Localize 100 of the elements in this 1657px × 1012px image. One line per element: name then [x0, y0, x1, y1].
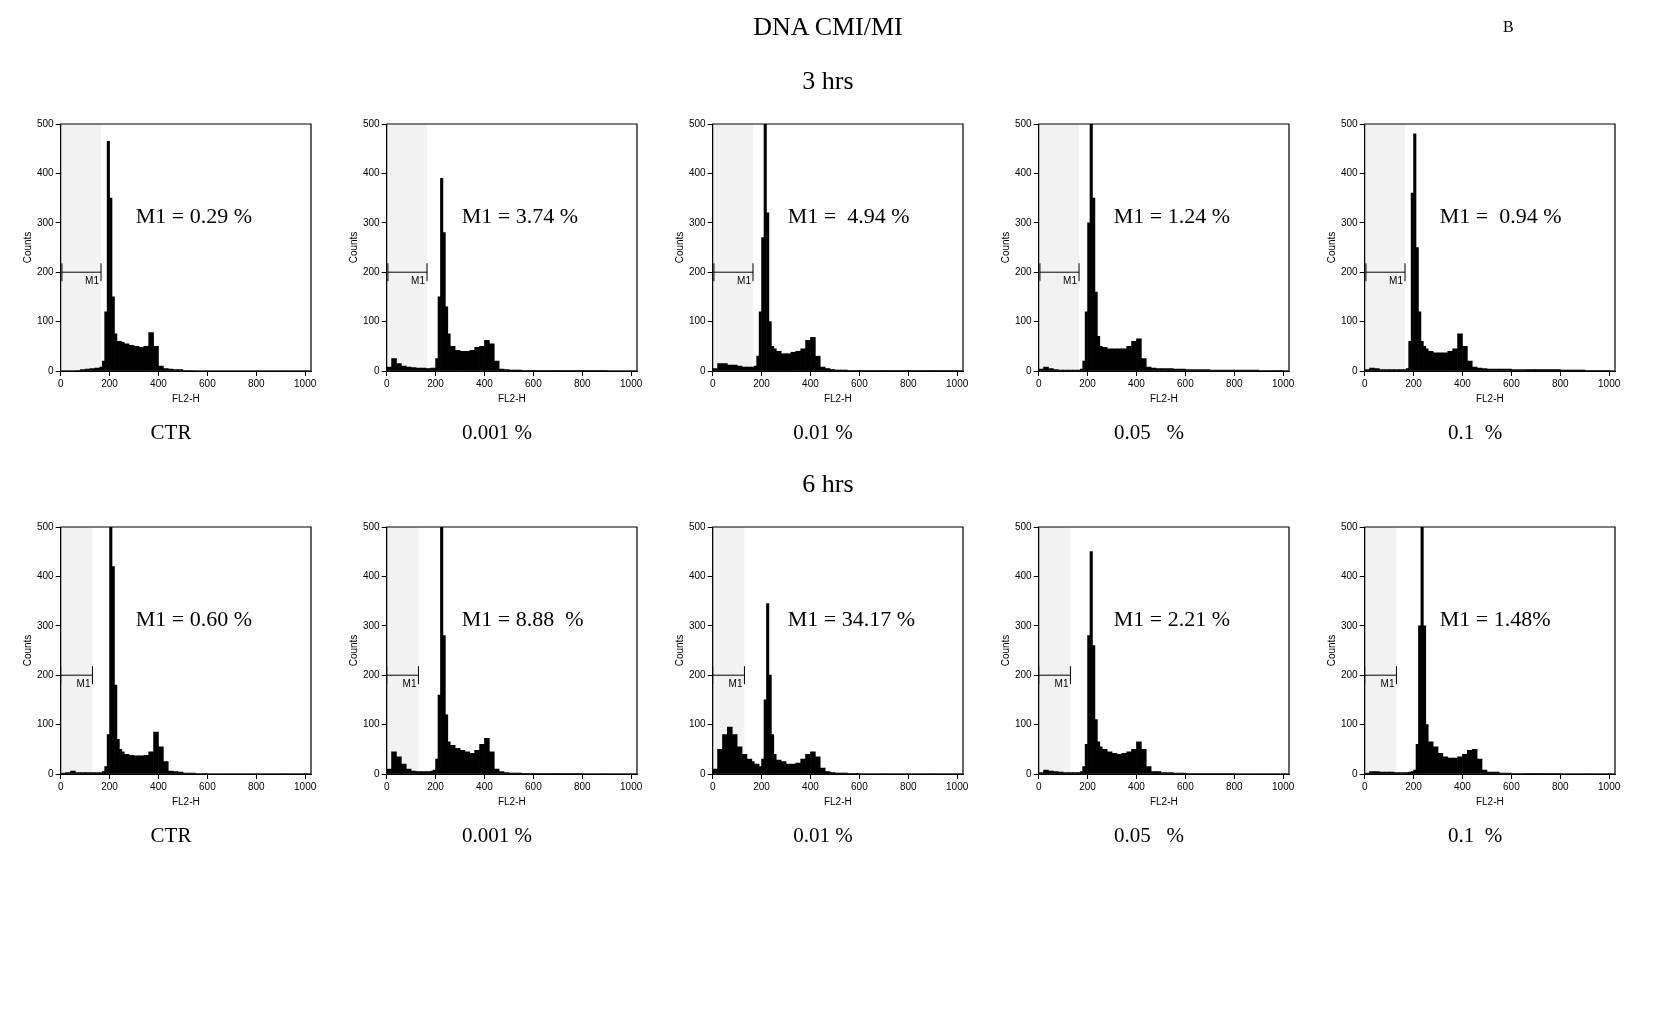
x-tick-label: 600 — [1503, 377, 1521, 389]
x-tick-label: 400 — [1128, 377, 1146, 389]
x-axis-title: FL2-H — [171, 392, 200, 404]
y-tick-label: 500 — [1015, 520, 1033, 532]
band-label: M1 — [1380, 677, 1395, 689]
x-tick-label: 1000 — [620, 780, 643, 792]
annotation: M1 = 8.88 % — [461, 605, 584, 631]
x-tick-label: 400 — [1454, 377, 1472, 389]
y-tick-label: 400 — [1341, 570, 1359, 582]
x-tick-label: 400 — [1454, 780, 1472, 792]
x-tick-label: 600 — [851, 377, 869, 389]
x-tick-label: 200 — [427, 780, 445, 792]
x-tick-label: 1000 — [1598, 780, 1621, 792]
y-tick-label: 200 — [363, 265, 381, 277]
y-axis-title: Counts — [673, 634, 685, 667]
x-tick-label: 0 — [57, 780, 64, 792]
y-tick-label: 100 — [689, 718, 707, 730]
y-tick-label: 500 — [1341, 520, 1359, 532]
band-label: M1 — [76, 677, 91, 689]
y-tick-label: 300 — [1015, 619, 1033, 631]
y-tick-label: 500 — [37, 520, 55, 532]
y-tick-label: 0 — [374, 364, 381, 376]
x-tick-label: 0 — [1361, 377, 1368, 389]
y-tick-label: 500 — [689, 520, 707, 532]
y-tick-label: 300 — [1341, 216, 1359, 228]
y-tick-label: 500 — [37, 117, 55, 129]
y-tick-label: 100 — [1341, 315, 1359, 327]
x-tick-label: 1000 — [946, 377, 969, 389]
x-tick-label: 200 — [427, 377, 445, 389]
y-tick-label: 300 — [1015, 216, 1033, 228]
x-tick-label: 1000 — [1598, 377, 1621, 389]
text: 0.001 % — [462, 823, 532, 848]
x-tick-label: 0 — [383, 780, 390, 792]
text: 3 hrs — [801, 66, 855, 96]
annotation: M1 = 2.21 % — [1113, 605, 1231, 631]
x-tick-label: 800 — [247, 780, 266, 792]
text: 0.1 % — [1447, 420, 1503, 445]
band-label: M1 — [1389, 274, 1404, 286]
x-tick-label: 800 — [1551, 377, 1570, 389]
y-axis-title: Counts — [999, 634, 1011, 667]
x-tick-label: 600 — [1177, 377, 1195, 389]
y-axis-title: Counts — [999, 231, 1011, 264]
y-tick-label: 500 — [1341, 117, 1359, 129]
x-tick-label: 1000 — [294, 377, 317, 389]
band-label: M1 — [737, 274, 752, 286]
y-tick-label: 500 — [1015, 117, 1033, 129]
annotation: M1 = 1.48% — [1439, 605, 1551, 631]
y-axis-title: Counts — [1325, 634, 1337, 667]
y-tick-label: 300 — [363, 216, 381, 228]
band-label: M1 — [1063, 274, 1078, 286]
band-label: M1 — [728, 677, 743, 689]
x-tick-label: 1000 — [620, 377, 643, 389]
x-tick-label: 200 — [1405, 377, 1423, 389]
x-tick-label: 200 — [753, 377, 771, 389]
text: 0.01 % — [793, 823, 853, 848]
x-axis-title: FL2-H — [497, 795, 526, 807]
y-tick-label: 400 — [689, 167, 707, 179]
y-tick-label: 200 — [1015, 265, 1033, 277]
x-tick-label: 200 — [1079, 780, 1097, 792]
text: DNA CMI/MI — [753, 12, 903, 41]
y-tick-label: 200 — [689, 668, 707, 680]
x-tick-label: 0 — [709, 780, 716, 792]
band-label: M1 — [1054, 677, 1069, 689]
x-axis-title: FL2-H — [1475, 795, 1504, 807]
x-tick-label: 800 — [899, 780, 918, 792]
x-tick-label: 600 — [525, 780, 543, 792]
annotation: M1 = 0.60 % — [135, 605, 253, 631]
x-tick-label: 600 — [525, 377, 543, 389]
y-tick-label: 400 — [1341, 167, 1359, 179]
y-tick-label: 400 — [37, 167, 55, 179]
y-tick-label: 400 — [689, 570, 707, 582]
y-tick-label: 100 — [37, 718, 55, 730]
text: CTR — [150, 420, 192, 445]
x-tick-label: 0 — [709, 377, 716, 389]
x-tick-label: 400 — [150, 780, 168, 792]
x-tick-label: 400 — [150, 377, 168, 389]
text: 0.001 % — [462, 420, 532, 445]
band-label: M1 — [402, 677, 417, 689]
text: B — [1503, 18, 1514, 36]
annotation: M1 = 0.94 % — [1439, 202, 1562, 228]
text: CTR — [150, 823, 192, 848]
annotation: M1 = 1.24 % — [1113, 202, 1231, 228]
x-tick-label: 400 — [1128, 780, 1146, 792]
y-tick-label: 200 — [689, 265, 707, 277]
y-tick-label: 0 — [1026, 364, 1033, 376]
y-tick-label: 100 — [1015, 315, 1033, 327]
y-tick-label: 300 — [1341, 619, 1359, 631]
x-tick-label: 800 — [899, 377, 918, 389]
x-tick-label: 0 — [1361, 780, 1368, 792]
x-tick-label: 600 — [199, 377, 217, 389]
x-tick-label: 1000 — [1272, 780, 1295, 792]
x-tick-label: 200 — [101, 780, 119, 792]
x-tick-label: 400 — [802, 377, 820, 389]
y-axis-title: Counts — [347, 634, 359, 667]
x-tick-label: 600 — [851, 780, 869, 792]
y-tick-label: 500 — [363, 117, 381, 129]
y-tick-label: 100 — [363, 718, 381, 730]
band-label: M1 — [85, 274, 100, 286]
x-tick-label: 800 — [247, 377, 266, 389]
y-axis-title: Counts — [1325, 231, 1337, 264]
